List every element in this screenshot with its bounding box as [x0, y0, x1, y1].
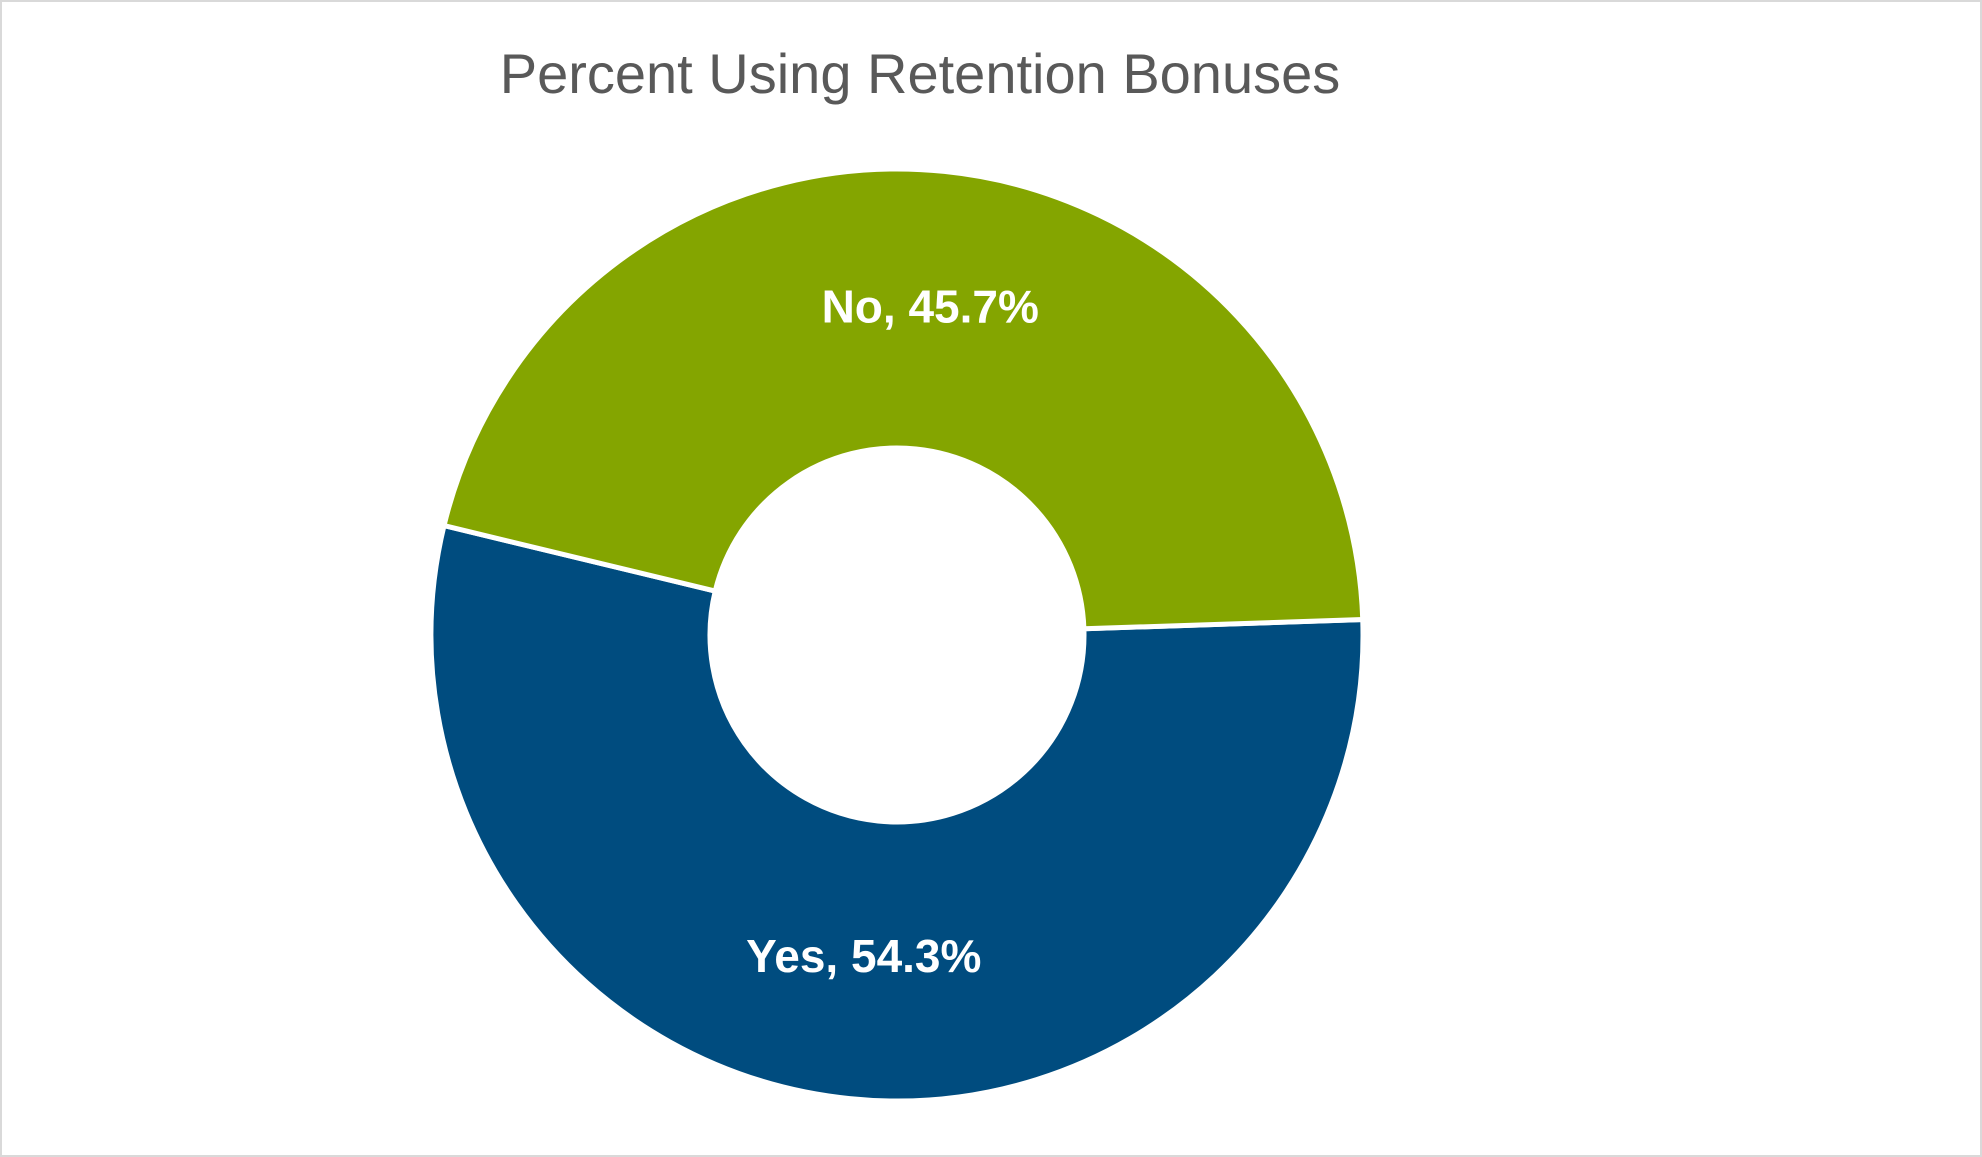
data-label: No, 45.7% — [822, 280, 1039, 332]
data-label: Yes, 54.3% — [746, 930, 981, 982]
donut-slice — [441, 166, 1366, 632]
donut-slice — [428, 522, 1366, 1104]
chart-title: Percent Using Retention Bonuses — [500, 42, 1341, 105]
